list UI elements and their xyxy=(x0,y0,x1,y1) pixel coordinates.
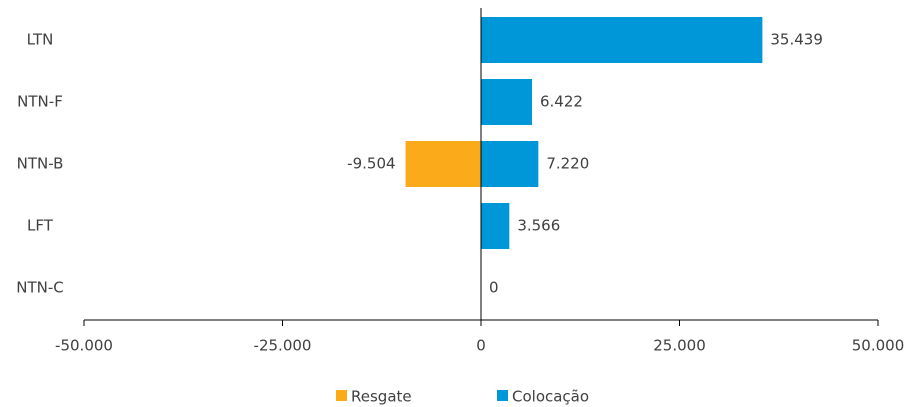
x-tick-label: 50.000 xyxy=(852,337,905,355)
category-label: LFT xyxy=(27,217,54,235)
data-label: -9.504 xyxy=(347,155,395,173)
legend-swatch xyxy=(336,390,347,401)
category-label: LTN xyxy=(27,31,54,49)
x-tick-label: -50.000 xyxy=(55,337,113,355)
legend-label: Colocação xyxy=(512,388,589,406)
data-label: 6.422 xyxy=(540,93,583,111)
legend-swatch xyxy=(497,390,508,401)
legend-label: Resgate xyxy=(351,388,412,406)
data-label: 7.220 xyxy=(546,155,589,173)
category-label: NTN-C xyxy=(16,279,64,297)
data-label: 0 xyxy=(489,279,499,297)
bar xyxy=(481,79,532,125)
data-label: 35.439 xyxy=(770,31,823,49)
bar xyxy=(481,141,539,187)
bar xyxy=(405,141,481,187)
category-label: NTN-F xyxy=(17,93,63,111)
bar xyxy=(481,17,763,63)
x-tick-label: -25.000 xyxy=(254,337,312,355)
data-label: 3.566 xyxy=(517,217,560,235)
x-tick-label: 25.000 xyxy=(653,337,706,355)
bar xyxy=(481,203,510,249)
category-label: NTN-B xyxy=(17,155,64,173)
x-tick-label: 0 xyxy=(476,337,486,355)
